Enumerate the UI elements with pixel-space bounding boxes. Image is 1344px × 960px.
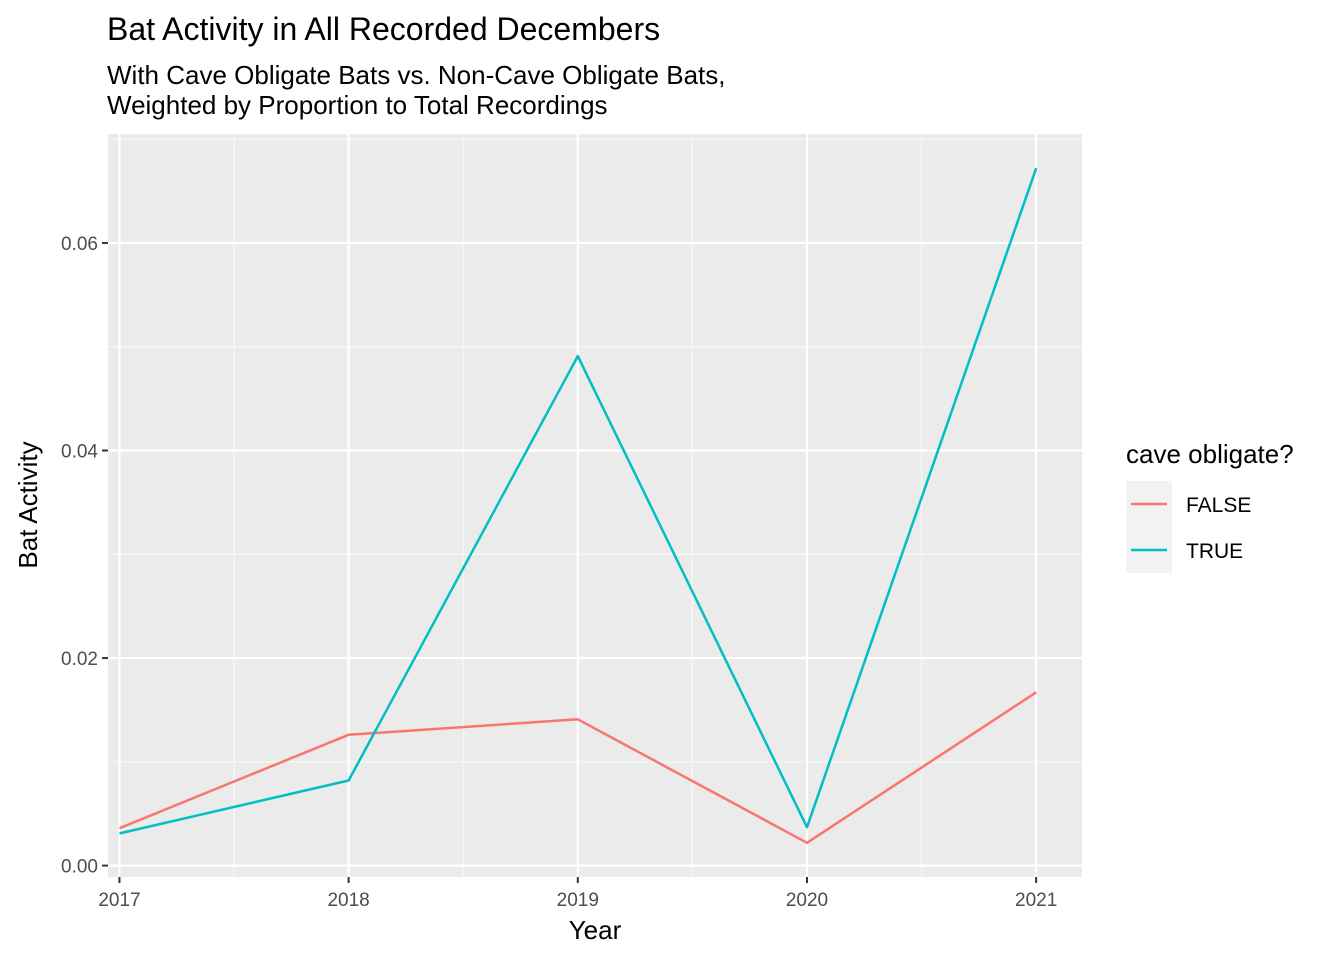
plot-panel — [108, 134, 1082, 877]
series-line-false — [119, 691, 1037, 845]
legend: cave obligate? FALSE TRUE — [1126, 439, 1294, 573]
x-tick-label: 2018 — [327, 890, 369, 911]
x-axis: 2017 2018 2019 2020 2021 — [98, 877, 1057, 911]
x-tick-label: 2019 — [557, 890, 599, 911]
legend-label-false: FALSE — [1186, 494, 1251, 517]
chart-title: Bat Activity in All Recorded Decembers — [107, 11, 660, 47]
x-tick-label: 2021 — [1015, 890, 1057, 911]
legend-label-true: TRUE — [1186, 540, 1243, 563]
x-tick-label: 2020 — [786, 890, 828, 911]
y-axis-title: Bat Activity — [13, 441, 43, 568]
y-tick-label: 0.02 — [61, 649, 98, 670]
y-axis: 0.00 0.02 0.04 0.06 — [61, 234, 108, 878]
y-tick-label: 0.06 — [61, 234, 98, 255]
y-tick-label: 0.00 — [61, 857, 98, 878]
grid-lines — [108, 134, 1082, 877]
x-tick-label: 2017 — [98, 890, 140, 911]
chart-subtitle-line-2: Weighted by Proportion to Total Recordin… — [107, 90, 608, 120]
series-lines — [119, 167, 1038, 845]
legend-title: cave obligate? — [1126, 439, 1294, 469]
series-line-true — [119, 167, 1038, 835]
chart-subtitle-line-1: With Cave Obligate Bats vs. Non-Cave Obl… — [107, 60, 726, 90]
y-tick-label: 0.04 — [61, 442, 98, 463]
x-axis-title: Year — [569, 915, 622, 945]
